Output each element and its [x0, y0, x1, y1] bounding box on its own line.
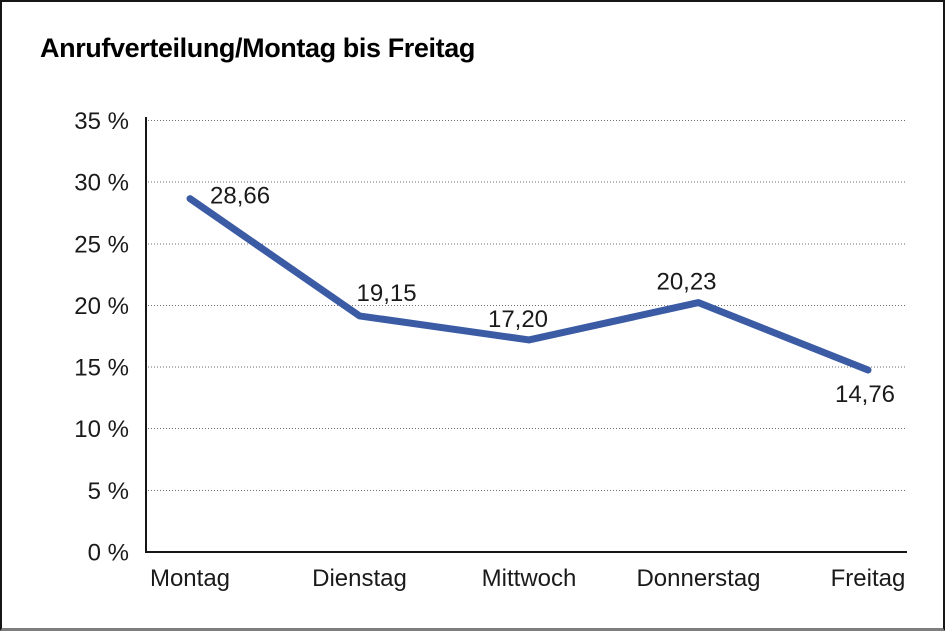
- data-point-label: 20,23: [656, 269, 716, 296]
- y-tick-label: 5 %: [88, 478, 129, 505]
- y-tick-label: 0 %: [88, 540, 129, 567]
- y-tick-label: 10 %: [74, 416, 129, 443]
- data-line: [186, 195, 872, 374]
- y-tick-label: 30 %: [74, 170, 129, 197]
- y-tick-label: 25 %: [74, 231, 129, 258]
- y-tick-label: 20 %: [74, 293, 129, 320]
- data-point-label: 19,15: [357, 280, 417, 307]
- data-point-label: 28,66: [210, 183, 270, 210]
- y-tick-label: 15 %: [74, 355, 129, 382]
- chart-title: Anrufverteilung/Montag bis Freitag: [40, 33, 475, 63]
- x-axis-label: Freitag: [831, 565, 906, 592]
- data-point-label: 14,76: [835, 381, 895, 408]
- x-axis-label: Mittwoch: [482, 565, 577, 592]
- x-axis-label: Donnerstag: [636, 565, 760, 592]
- data-point-label: 17,20: [488, 306, 548, 333]
- x-axis-label: Dienstag: [312, 565, 407, 592]
- y-tick-label: 35 %: [74, 108, 129, 135]
- x-axis-label: Montag: [150, 565, 230, 592]
